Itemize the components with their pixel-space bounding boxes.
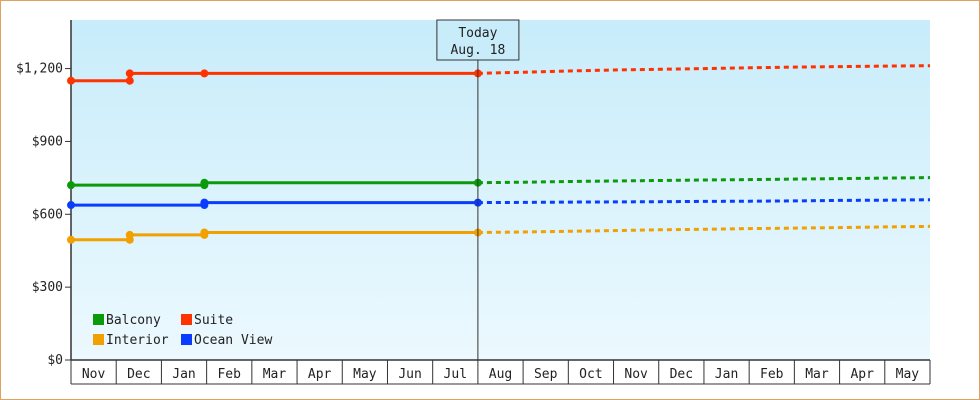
data-point-interior — [125, 230, 134, 239]
data-point-interior — [200, 228, 209, 237]
y-tick-label: $300 — [32, 280, 63, 295]
forecast-line-balcony — [477, 176, 931, 185]
x-tick-label: Apr — [308, 367, 332, 382]
x-tick-label: Aug — [489, 367, 512, 382]
x-tick-label: Nov — [624, 367, 648, 382]
data-point-balcony — [67, 181, 75, 190]
today-date-label: Aug. 18 — [450, 43, 505, 58]
data-point-ocean-view — [67, 201, 75, 210]
legend-swatch-ocean-view — [181, 334, 192, 345]
legend-label-suite: Suite — [194, 313, 233, 328]
forecast-line-ocean-view — [477, 198, 931, 205]
x-tick-label: May — [896, 367, 920, 382]
legend-swatch-interior — [93, 334, 104, 345]
x-tick-label: Mar — [263, 367, 287, 382]
x-tick-label: Oct — [579, 367, 602, 382]
data-point-suite — [67, 76, 75, 85]
data-point-suite — [200, 69, 209, 78]
data-point-ocean-view — [200, 198, 209, 207]
x-tick-label: Jan — [172, 367, 195, 382]
data-point-interior — [67, 235, 75, 244]
x-tick-label: Mar — [805, 367, 829, 382]
x-tick-label: Sep — [534, 367, 558, 382]
legend-swatch-balcony — [93, 314, 104, 325]
y-tick-label: $0 — [47, 353, 63, 368]
x-tick-label: Feb — [760, 367, 784, 382]
today-label-box — [436, 19, 520, 61]
x-tick-label: Dec — [127, 367, 150, 382]
x-tick-label: Jun — [398, 367, 421, 382]
y-tick-label: $900 — [32, 134, 63, 149]
x-tick-label: Jul — [444, 367, 467, 382]
y-tick-label: $600 — [32, 207, 63, 222]
legend-swatch-suite — [181, 314, 192, 325]
legend-label-balcony: Balcony — [106, 313, 161, 328]
data-point-suite — [125, 69, 134, 78]
legend-label-interior: Interior — [106, 333, 169, 348]
data-point-suite — [125, 76, 134, 85]
data-point-balcony — [200, 178, 209, 187]
x-tick-label: Dec — [670, 367, 693, 382]
x-tick-label: May — [353, 367, 377, 382]
x-tick-label: Nov — [82, 367, 106, 382]
forecast-line-suite — [477, 64, 931, 75]
y-tick-label: $1,200 — [16, 62, 63, 77]
today-label: Today — [458, 26, 497, 41]
x-tick-label: Feb — [217, 367, 241, 382]
forecast-line-interior — [477, 224, 931, 234]
legend-label-ocean-view: Ocean View — [194, 333, 272, 348]
series-line-interior — [71, 231, 478, 242]
plot-area — [71, 20, 930, 360]
x-tick-label: Jan — [715, 367, 738, 382]
x-tick-label: Apr — [850, 367, 874, 382]
